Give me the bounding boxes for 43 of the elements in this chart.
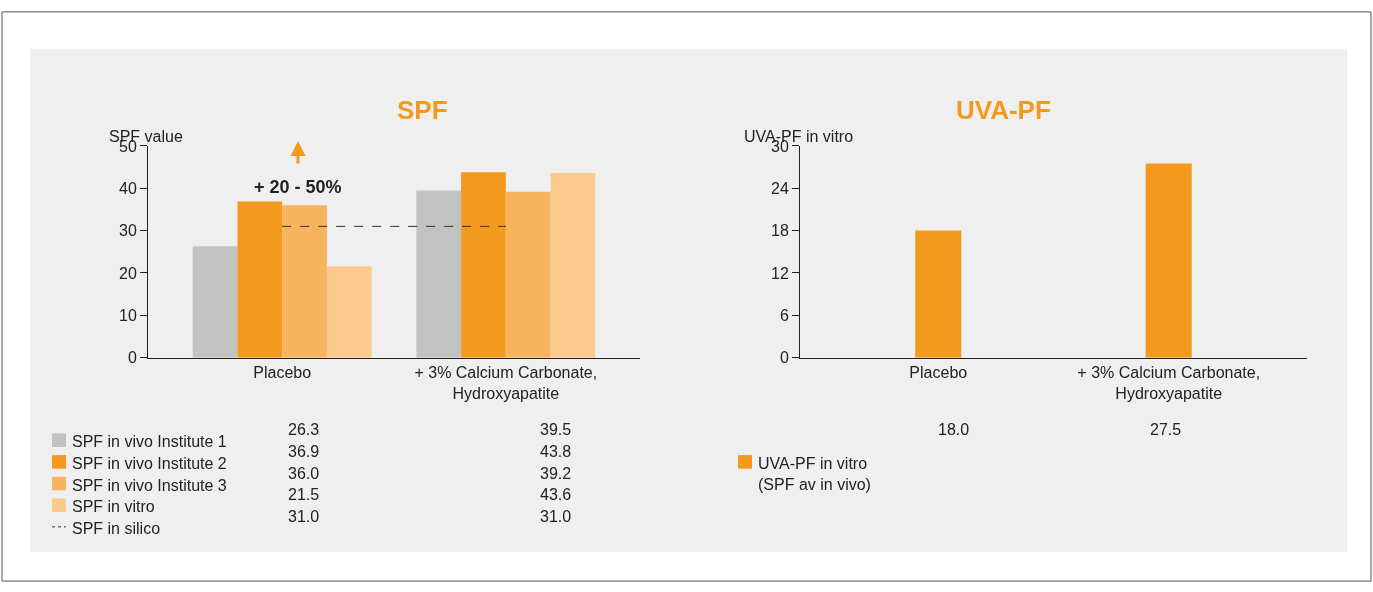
bar [416,190,462,358]
data-label: 43.8 [540,443,572,460]
y-tick-label: 0 [127,349,137,367]
bar [505,191,551,358]
bar [237,201,283,358]
y-tick-label: 30 [119,222,137,240]
y-tick-label: 18 [771,222,789,240]
x-tick-label: Placebo [909,363,968,381]
bar [326,266,372,358]
data-label: 36.0 [288,465,320,482]
y-tick-label: 24 [771,179,789,197]
legend-label: SPF in vivo Institute 2 [72,455,227,472]
y-tick-label: 6 [779,306,789,324]
chart-title: UVA-PF [956,95,1051,125]
x-tick-label: + 3% Calcium Carbonate, Hydroxyapatite [1077,363,1261,402]
legend-label: UVA-PF in vitro (SPF av in vivo) [758,455,871,493]
bar [192,246,238,358]
data-label: 43.6 [540,486,572,503]
data-label: 31.0 [540,508,572,525]
data-label: 18.0 [938,421,970,438]
data-label: 31.0 [288,508,320,525]
data-label: 21.5 [288,486,320,503]
bar [282,205,327,358]
bar [550,173,596,358]
data-label: 39.5 [540,421,572,438]
legend-label: SPF in vivo Institute 3 [72,477,227,494]
x-tick-label: + 3% Calcium Carbonate, Hydroxyapatite [414,363,598,402]
data-label: 26.3 [288,421,320,438]
y-tick-label: 10 [119,306,137,324]
y-tick-label: 12 [771,264,789,282]
y-tick-label: 20 [119,264,137,282]
y-tick-label: 40 [119,179,137,197]
data-label: 27.5 [1150,421,1182,438]
annotation: + 20 - 50% [254,177,342,197]
bar [461,172,506,358]
chart-title: SPF [397,95,448,125]
legend-label: SPF in silico [72,520,161,537]
data-label: 39.2 [540,465,572,482]
x-tick-label: Placebo [253,363,312,381]
y-tick-label: 0 [779,349,789,367]
legend-label: SPF in vivo Institute 1 [72,433,227,450]
legend-label: SPF in vitro [72,498,155,515]
data-label: 36.9 [288,443,320,460]
